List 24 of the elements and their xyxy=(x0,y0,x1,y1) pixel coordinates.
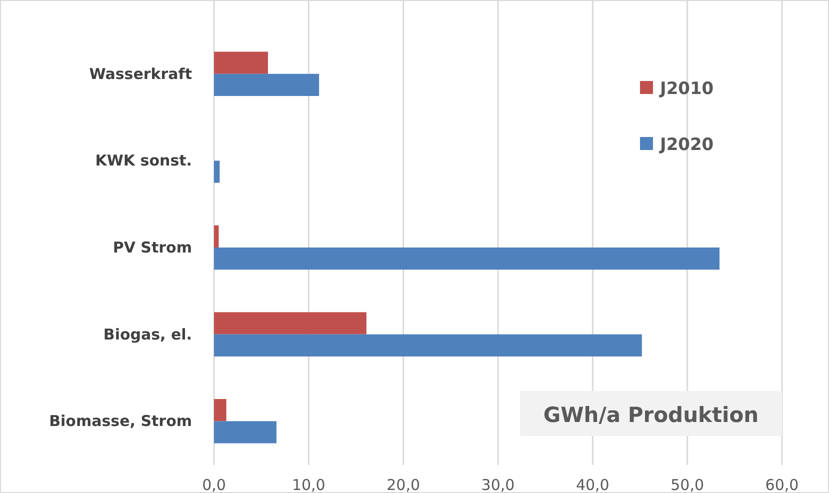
x-tick-label: 60,0 xyxy=(765,476,799,493)
bar xyxy=(214,421,276,444)
bar xyxy=(214,160,220,183)
x-tick-label: 40,0 xyxy=(576,476,610,493)
bar xyxy=(214,225,219,248)
y-tick-label: Biomasse, Strom xyxy=(49,412,192,430)
y-tick-label: Biogas, el. xyxy=(103,325,192,344)
bar xyxy=(214,399,226,422)
x-tick-label: 20,0 xyxy=(386,476,420,493)
bar xyxy=(214,334,642,356)
legend-label: J2010 xyxy=(659,79,714,99)
x-tick-label: 0,0 xyxy=(202,476,226,493)
bar xyxy=(214,248,720,270)
y-tick-label: PV Strom xyxy=(112,238,192,256)
bar xyxy=(214,74,320,96)
x-tick-label: 30,0 xyxy=(481,476,515,493)
legend-label: J2020 xyxy=(659,135,714,155)
y-tick-label: Wasserkraft xyxy=(89,64,192,83)
text: GWh/a Produktion xyxy=(543,403,759,427)
y-tick-label: KWK sonst. xyxy=(95,152,192,170)
x-tick-label: 50,0 xyxy=(670,476,704,493)
x-tick-label: 10,0 xyxy=(292,476,326,493)
bar xyxy=(214,52,268,74)
bar xyxy=(214,312,366,334)
